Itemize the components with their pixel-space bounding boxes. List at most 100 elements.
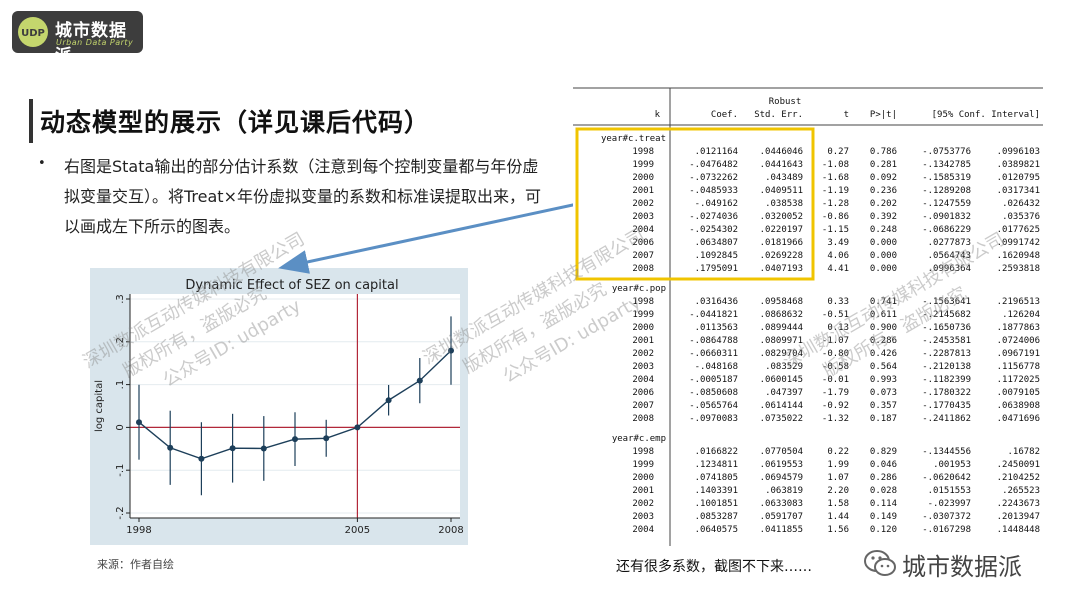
table-cell: 0.202 <box>870 199 897 209</box>
table-cell: 0.392 <box>870 212 897 222</box>
table-cell: -.0660311 <box>689 349 738 359</box>
table-cell: 0.611 <box>870 310 897 320</box>
table-cell: .0633083 <box>760 499 803 509</box>
table-cell: .038538 <box>765 199 803 209</box>
table-cell: .1156778 <box>997 362 1040 372</box>
table-cell: -.2287813 <box>922 349 971 359</box>
row-year: 2003 <box>632 212 654 222</box>
table-cell: 0.741 <box>870 297 897 307</box>
coefficient-point <box>416 377 423 384</box>
table-cell: .0619553 <box>760 460 803 470</box>
row-year: 2002 <box>632 199 654 209</box>
brand-logo: UDP 城市数据派 Urban Data Party <box>12 11 143 66</box>
table-cell: -1.32 <box>822 414 849 424</box>
row-year: 2007 <box>632 251 654 261</box>
table-cell: -1.19 <box>822 186 849 196</box>
table-cell: 3.49 <box>827 238 849 248</box>
table-cell: .001953 <box>933 460 971 470</box>
table-cell: .0166822 <box>695 447 738 457</box>
table-cell: .0958468 <box>760 297 803 307</box>
table-cell: -.2120138 <box>922 362 971 372</box>
table-cell: .1172025 <box>997 375 1040 385</box>
row-year: 2003 <box>632 362 654 372</box>
row-year: 2002 <box>632 349 654 359</box>
table-cell: -0.58 <box>822 362 849 372</box>
table-cell: .1620948 <box>997 251 1040 261</box>
row-year: 2000 <box>632 323 654 333</box>
udp-badge-icon: UDP <box>18 17 48 47</box>
table-cell: 0.000 <box>870 251 897 261</box>
coefficient-point <box>448 347 454 354</box>
table-cell: .063819 <box>765 486 803 496</box>
table-cell: -.1770435 <box>922 401 971 411</box>
table-cell: 0.22 <box>827 447 849 457</box>
coefficient-point <box>229 445 236 452</box>
table-cell: .0121164 <box>695 147 738 157</box>
table-cell: .126204 <box>1002 310 1040 320</box>
table-cell: -.0686229 <box>922 225 971 235</box>
table-cell: .0277873 <box>928 238 971 248</box>
header-cell: t <box>844 110 849 120</box>
header-cell: [95% Conf. Interval] <box>932 110 1040 120</box>
row-year: 2008 <box>632 414 654 424</box>
table-cell: -1.28 <box>822 199 849 209</box>
title-accent-bar <box>29 99 33 143</box>
table-cell: .043489 <box>765 173 803 183</box>
svg-text:UDP: UDP <box>21 28 45 39</box>
table-cell: 2.20 <box>827 486 849 496</box>
plot-area <box>130 294 460 518</box>
table-cell: 0.357 <box>870 401 897 411</box>
table-cell: 0.236 <box>870 186 897 196</box>
table-cell: -.0864788 <box>689 336 738 346</box>
row-year: 2007 <box>632 401 654 411</box>
table-cell: -.1344556 <box>922 447 971 457</box>
table-cell: .1001851 <box>695 499 738 509</box>
chart-title: Dynamic Effect of SEZ on capital <box>185 278 398 293</box>
coefficient-point <box>167 444 174 451</box>
table-cell: -.0565764 <box>689 401 738 411</box>
table-cell: 0.028 <box>870 486 897 496</box>
table-cell: -.0850608 <box>689 388 738 398</box>
row-year: 2006 <box>632 388 654 398</box>
table-cell: 0.27 <box>827 147 849 157</box>
table-cell: 4.41 <box>827 264 849 274</box>
table-cell: 0.786 <box>870 147 897 157</box>
table-cell: 0.900 <box>870 323 897 333</box>
table-cell: 0.187 <box>870 414 897 424</box>
table-cell: .0113563 <box>695 323 738 333</box>
table-cell: -.2453581 <box>922 336 971 346</box>
table-cell: 0.829 <box>870 447 897 457</box>
table-cell: 0.13 <box>827 323 849 333</box>
table-cell: .0220197 <box>760 225 803 235</box>
row-year: 2004 <box>632 375 654 385</box>
table-cell: .0735022 <box>760 414 803 424</box>
table-cell: .2013947 <box>997 512 1040 522</box>
header-cell: k <box>655 110 661 120</box>
table-cell: .265523 <box>1002 486 1040 496</box>
table-cell: 4.06 <box>827 251 849 261</box>
coefficient-point <box>354 424 361 431</box>
bullet-dot-icon: • <box>38 156 46 171</box>
row-year: 2004 <box>632 225 654 235</box>
y-axis-label: log capital <box>94 380 105 432</box>
table-cell: .0407193 <box>760 264 803 274</box>
table-cell: .0120795 <box>997 173 1040 183</box>
table-cell: -.0485933 <box>689 186 738 196</box>
source-caption: 来源：作者自绘 <box>97 558 174 571</box>
table-cell: .0638908 <box>997 401 1040 411</box>
y-tick-label: 0 <box>115 424 126 430</box>
dynamic-effect-chart: Dynamic Effect of SEZ on capital -.2 -.1 0… <box>90 268 468 545</box>
row-year: 1999 <box>632 310 654 320</box>
coefficient-point <box>260 445 267 452</box>
table-cell: 1.07 <box>827 473 849 483</box>
table-cell: -1.68 <box>822 173 849 183</box>
row-year: 2000 <box>632 473 654 483</box>
table-cell: 1.56 <box>827 525 849 535</box>
row-year: 2003 <box>632 512 654 522</box>
table-cell: .0741805 <box>695 473 738 483</box>
table-cell: -.0476482 <box>689 160 738 170</box>
table-cell: 1.99 <box>827 460 849 470</box>
table-cell: .0996364 <box>928 264 971 274</box>
table-cell: .083529 <box>765 362 803 372</box>
table-cell: .0079105 <box>997 388 1040 398</box>
